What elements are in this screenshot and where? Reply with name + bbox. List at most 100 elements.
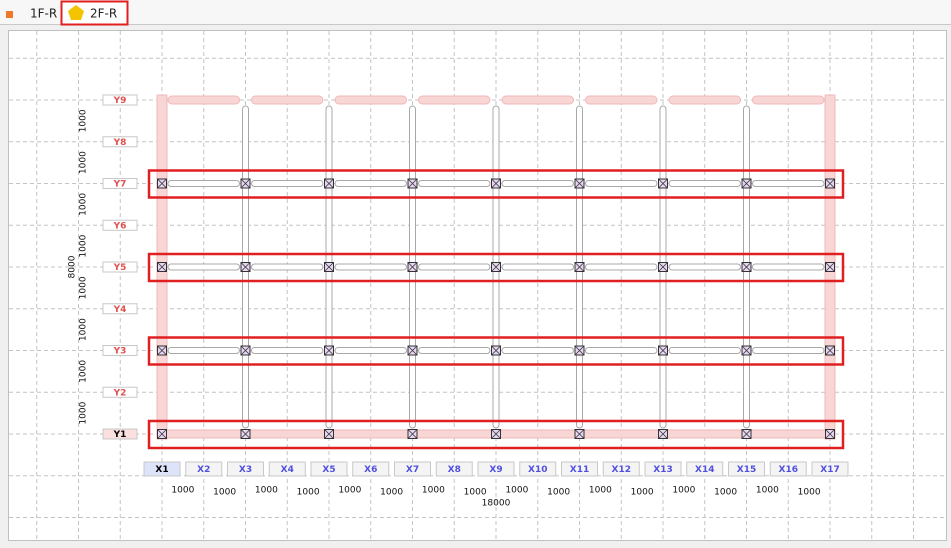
beam <box>668 95 741 105</box>
axis-label-box <box>268 461 306 477</box>
column-cross <box>240 429 251 439</box>
selection-frame <box>147 419 845 450</box>
column-cross <box>491 262 501 272</box>
x-axis-label: X11 <box>570 465 589 475</box>
column-cross <box>741 429 752 439</box>
x-axis-label: X5 <box>322 465 335 475</box>
column-cross <box>658 178 668 189</box>
column-cross <box>157 429 167 439</box>
dimension: 1000 <box>171 486 194 496</box>
y-axis-label: Y9 <box>113 96 127 106</box>
column-cross <box>157 262 167 272</box>
y-axis-label: Y3 <box>113 347 127 357</box>
beam <box>418 263 491 271</box>
dimension: 1000 <box>79 109 89 132</box>
axis-label-box <box>644 461 682 477</box>
beam <box>585 263 658 271</box>
column-cross <box>407 178 418 189</box>
axis-label-box <box>102 219 138 231</box>
dimension: 1000 <box>714 488 737 498</box>
tab-icon <box>68 5 84 20</box>
beam <box>418 347 491 354</box>
axis-label-box <box>728 461 765 477</box>
x-axis-label: X8 <box>448 465 461 475</box>
dimension: 1000 <box>79 234 89 257</box>
y-axis-label: Y1 <box>113 430 127 440</box>
beam <box>418 180 491 187</box>
tab-label[interactable]: 2F-R <box>90 7 117 21</box>
axis-label-box <box>602 461 640 477</box>
drawing: Y1 Y2 Y3 Y4 Y5 Y6 Y7 Y8 Y9 X1 X2 X3 X4 X5 X6 X7 X8 X9 X10 X… <box>9 31 946 540</box>
beam <box>167 180 240 187</box>
column-cross <box>658 262 668 272</box>
beam <box>167 347 240 354</box>
beam <box>334 263 407 271</box>
column-cross <box>574 429 585 439</box>
x-axis-label: X1 <box>155 465 168 475</box>
beam <box>585 180 658 187</box>
dimension: 1000 <box>255 486 278 496</box>
selection-frame <box>147 252 845 283</box>
x-axis-label: X3 <box>239 465 252 475</box>
dimension: 1000 <box>79 360 89 383</box>
axis-label-box <box>102 386 138 398</box>
x-axis-label: X14 <box>695 465 714 475</box>
column-cross <box>157 345 167 356</box>
dimension-total: 18000 <box>482 499 511 509</box>
dimension: 1000 <box>672 486 695 496</box>
beam <box>251 263 324 271</box>
axis-label-box <box>686 461 724 477</box>
beam <box>585 95 658 105</box>
dimension: 1000 <box>79 151 89 174</box>
beam <box>752 95 825 105</box>
axis-label-box <box>185 461 223 477</box>
axis-label-box <box>769 461 807 477</box>
x-axis-label: X4 <box>281 465 294 475</box>
column-cross <box>407 345 418 356</box>
y-axis-label: Y2 <box>113 388 127 398</box>
column-cross <box>240 345 251 356</box>
axis-label-box <box>102 261 138 273</box>
column-cross <box>825 345 835 356</box>
y-axis-label: Y6 <box>113 221 127 231</box>
x-axis-label: X7 <box>406 465 419 475</box>
dimension: 1000 <box>464 488 487 498</box>
beam <box>334 95 407 105</box>
axis-label-box <box>435 461 473 477</box>
beam <box>167 263 240 271</box>
axis-label-box <box>102 178 138 189</box>
dimension-total: 8000 <box>68 255 78 278</box>
x-axis-label: X2 <box>197 465 210 475</box>
column-cross <box>240 178 251 189</box>
x-axis-label: X12 <box>612 465 631 475</box>
beam <box>585 347 658 354</box>
x-axis-label: X16 <box>779 465 798 475</box>
axis-label-box <box>102 303 138 315</box>
x-axis-label: X9 <box>489 465 502 475</box>
x-axis-label: X10 <box>528 465 547 475</box>
column-cross <box>407 429 418 439</box>
tab-label[interactable]: 1F-R <box>30 7 57 21</box>
column-cross <box>741 178 752 189</box>
y-axis-label: Y4 <box>113 305 127 315</box>
dimension: 1000 <box>338 486 361 496</box>
beam <box>668 263 741 271</box>
beam <box>501 95 574 105</box>
axis-label-box <box>102 136 138 148</box>
beam <box>251 95 324 105</box>
selection-frame <box>147 169 845 199</box>
column-cross <box>741 345 752 356</box>
tab-icon <box>6 11 13 18</box>
column-cross <box>240 262 251 272</box>
beam <box>752 347 825 354</box>
column-cross <box>574 345 585 356</box>
column-cross <box>491 345 501 356</box>
column-cross <box>324 262 334 272</box>
beam <box>752 180 825 187</box>
dimension: 1000 <box>631 488 654 498</box>
column-cross <box>157 178 167 189</box>
beam <box>334 347 407 354</box>
dimension: 1000 <box>547 488 570 498</box>
beam <box>251 180 324 187</box>
